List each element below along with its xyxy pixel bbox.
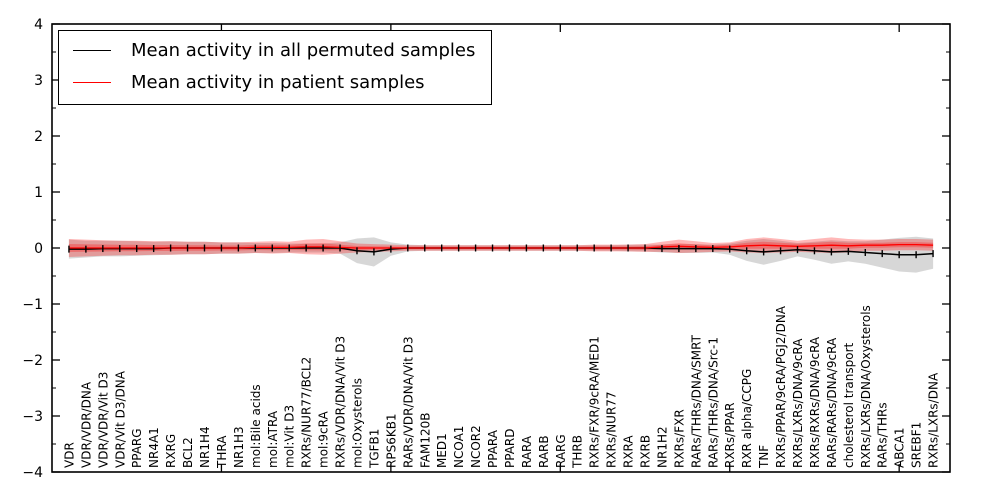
legend-entry-permuted: Mean activity in all permuted samples	[73, 38, 475, 63]
patient-band-outer	[68, 237, 934, 257]
category-label: RXRs/NUR77	[605, 391, 619, 468]
y-tick-label: −1	[22, 297, 43, 313]
category-label: NR1H3	[232, 426, 246, 468]
y-tick-label: −2	[22, 353, 43, 369]
category-label: PPARD	[503, 429, 517, 469]
category-label: RARs/THRs/DNA/SMRT	[689, 334, 703, 468]
y-tick-label: 0	[34, 241, 43, 257]
patient-mean-line	[68, 243, 934, 249]
category-label: RARs/RARs/DNA/9cRA	[825, 337, 839, 468]
permuted-band	[68, 236, 934, 273]
category-label: RARs/VDR/DNA/Vit D3	[401, 336, 415, 468]
category-label: VDR/VDR/DNA	[79, 381, 93, 468]
category-label: THRB	[571, 435, 585, 469]
category-label: RXRs/FXR	[672, 409, 686, 468]
y-tick-label: 4	[34, 17, 43, 33]
category-label: RXRs/LXRs/DNA	[927, 372, 941, 468]
category-label: NCOR2	[469, 425, 483, 468]
category-label: RXRs/PPAR	[723, 403, 737, 468]
bands-group	[68, 236, 934, 273]
category-label: TGFB1	[367, 429, 381, 469]
category-label: cholesterol transport	[842, 342, 856, 468]
category-label: RXRs/FXR/9cRA/MED1	[588, 336, 602, 468]
category-label: RARs/THRs/DNA/Src-1	[706, 337, 720, 468]
category-label: NR1H2	[656, 426, 670, 468]
category-label: VDR/Vit D3/DNA	[113, 370, 127, 468]
category-label: FAM120B	[418, 413, 432, 469]
y-tick-label: 1	[34, 185, 43, 201]
legend-line-red-icon	[73, 82, 111, 83]
category-label: RXRB	[639, 435, 653, 468]
category-label: NCOA1	[452, 426, 466, 468]
category-label: THRA	[215, 435, 229, 469]
category-label: VDR/VDR/Vit D3	[96, 372, 110, 468]
category-label: RXR alpha/CCPG	[740, 369, 754, 468]
y-tick-label: −4	[22, 465, 43, 481]
category-label: mol:9cRA	[317, 411, 331, 468]
category-label: mol:Bile acids	[249, 384, 263, 468]
category-label: RARs/THRs	[876, 402, 890, 468]
category-label: mol:Oxysterols	[351, 378, 365, 468]
category-label: NR1H4	[198, 426, 212, 468]
mean-lines-group	[68, 243, 934, 256]
category-label: TNF	[757, 445, 771, 469]
legend-entry-patient: Mean activity in patient samples	[73, 70, 475, 95]
category-label: RXRA	[622, 435, 636, 468]
category-label: MED1	[435, 433, 449, 468]
legend-line-black-icon	[73, 50, 111, 51]
category-label: SREBF1	[910, 422, 924, 468]
category-label: RXRs/LXRs/DNA/Oxysterols	[859, 305, 873, 468]
category-label: mol:ATRA	[266, 410, 280, 468]
category-label: VDR	[62, 442, 76, 468]
category-label: RXRs/LXRs/DNA/9cRA	[791, 338, 805, 468]
category-label: PPARG	[130, 428, 144, 468]
category-label: RXRs/RXRs/DNA/9cRA	[808, 336, 822, 468]
category-label: RARA	[520, 435, 534, 468]
category-label: BCL2	[181, 437, 195, 468]
category-label: RXRs/PPAR/9cRA/PGJ2/DNA	[774, 305, 788, 468]
legend-label-patient: Mean activity in patient samples	[131, 72, 425, 93]
category-label: RXRG	[164, 434, 178, 468]
legend: Mean activity in all permuted samples Me…	[58, 30, 493, 105]
category-label: RPS6KB1	[384, 413, 398, 468]
category-labels-group: VDR VDR/VDR/DNA VDR/VDR/Vit D3 VDR/Vit D3/D…	[62, 305, 940, 469]
category-label: RARB	[537, 435, 551, 468]
category-label: mol:Vit D3	[283, 405, 297, 468]
y-tick-label: 3	[34, 73, 43, 89]
point-markers-group	[68, 244, 934, 259]
category-label: NR4A1	[147, 427, 161, 468]
category-label: PPARA	[486, 429, 500, 468]
ticks-group: 4 3 2 1 0 −1 −2 −3 −4	[22, 17, 950, 481]
category-label: RXRs/VDR/DNA/Vit D3	[334, 336, 348, 468]
y-tick-label: −3	[22, 409, 43, 425]
y-tick-label: 2	[34, 129, 43, 145]
patient-band-inner	[68, 241, 934, 252]
category-label: ABCA1	[893, 428, 907, 468]
category-label: RXRs/NUR77/BCL2	[300, 357, 314, 468]
legend-label-permuted: Mean activity in all permuted samples	[131, 40, 476, 61]
category-label: RARG	[554, 434, 568, 468]
